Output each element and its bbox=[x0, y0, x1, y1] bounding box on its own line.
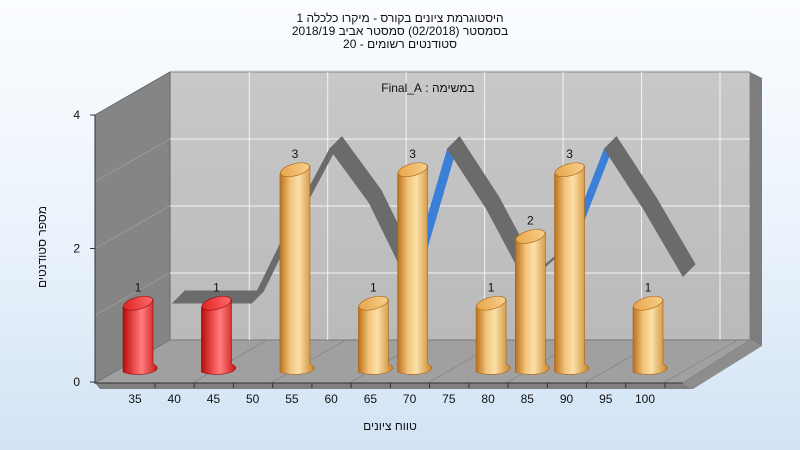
x-tick-label: 45 bbox=[207, 392, 221, 406]
x-tick-label: 95 bbox=[599, 392, 613, 406]
x-tick-label: 40 bbox=[168, 392, 182, 406]
bar-value-label: 1 bbox=[488, 280, 495, 294]
y-tick-label: 0 bbox=[73, 375, 80, 389]
bar bbox=[632, 298, 668, 375]
bar-top bbox=[123, 295, 153, 311]
floor-right-edge bbox=[683, 340, 762, 389]
bar-value-label: 1 bbox=[370, 280, 377, 294]
x-tick-label: 55 bbox=[285, 392, 299, 406]
x-tick-label: 50 bbox=[246, 392, 260, 406]
x-tick-label: 70 bbox=[403, 392, 417, 406]
y-axis-label: מספר סטודנטים bbox=[35, 206, 49, 288]
bar-layer bbox=[122, 162, 668, 375]
bar bbox=[515, 232, 550, 375]
label-layer: 1 1 3 1 3 1 2 3 1 bbox=[135, 147, 652, 295]
x-tick-label: 90 bbox=[560, 392, 574, 406]
bar-top bbox=[515, 229, 546, 244]
bar-value-label: 3 bbox=[292, 147, 299, 161]
bar-top bbox=[397, 162, 428, 178]
inner-task-label: במשימה : Final_A bbox=[381, 81, 474, 95]
x-tick-label: 80 bbox=[481, 392, 495, 406]
bar bbox=[358, 298, 393, 375]
bar bbox=[201, 298, 236, 375]
bar-top bbox=[280, 162, 310, 178]
x-tick-label: 35 bbox=[128, 392, 142, 406]
x-tick-label: 60 bbox=[324, 392, 338, 406]
bar-value-label: 3 bbox=[409, 147, 416, 161]
y-tick-label: 4 bbox=[73, 108, 80, 122]
bar-top bbox=[554, 162, 585, 178]
chart-title-line-2: בסמסטר (02/2018) סמסטר אביב 2018/19 bbox=[291, 24, 509, 38]
axis-layer: 0 2 4 35 40 45 50 55 60 65 70 75 80 85 90 95 100 bbox=[73, 108, 683, 406]
bar-top bbox=[633, 295, 663, 311]
bar-value-label: 3 bbox=[566, 147, 573, 161]
x-axis-label: טווח ציונים bbox=[363, 419, 417, 433]
x-tick-label: 85 bbox=[521, 392, 535, 406]
trend-segment bbox=[643, 196, 696, 278]
bar bbox=[279, 165, 315, 375]
floor-grid-line bbox=[662, 339, 739, 384]
bar bbox=[475, 298, 511, 375]
bar bbox=[554, 165, 590, 375]
bar-top bbox=[358, 295, 389, 311]
bar-value-label: 1 bbox=[213, 280, 220, 294]
bar bbox=[397, 165, 433, 375]
x-tick-label: 75 bbox=[442, 392, 456, 406]
x-tick-label: 100 bbox=[635, 392, 655, 406]
chart-title-line-1: היסטוגרמת ציונים בקורס - מיקרו כלכלה 1 bbox=[296, 11, 504, 25]
bar bbox=[122, 298, 158, 375]
bar-value-label: 1 bbox=[645, 280, 652, 294]
floor-front-edge bbox=[95, 383, 693, 389]
grid-line-side bbox=[94, 205, 171, 249]
bar-value-label: 1 bbox=[135, 280, 142, 294]
grid-line-side bbox=[94, 138, 171, 183]
bar-top bbox=[201, 295, 232, 311]
x-tick-label: 65 bbox=[364, 392, 378, 406]
grid-line-side bbox=[94, 272, 171, 316]
bar-value-label: 2 bbox=[527, 214, 534, 228]
back-wall-right-edge bbox=[750, 72, 762, 346]
chart-title-line-3: סטודנטים רשומים - 20 bbox=[343, 37, 457, 51]
y-tick-label: 2 bbox=[73, 242, 80, 256]
bar-top bbox=[476, 295, 506, 311]
